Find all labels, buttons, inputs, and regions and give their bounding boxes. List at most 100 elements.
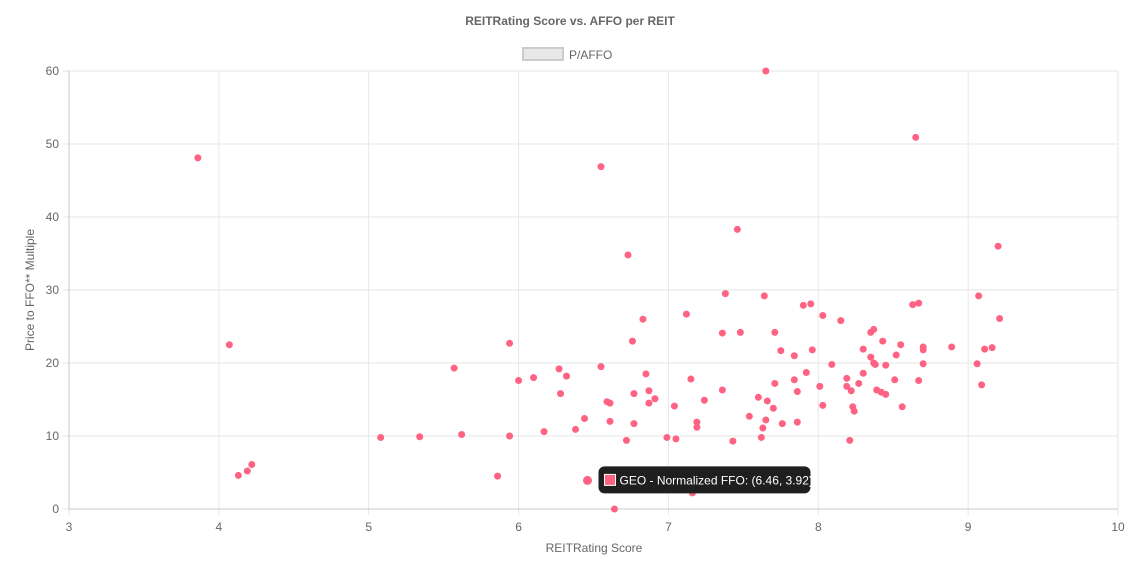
- data-point[interactable]: [530, 374, 538, 382]
- data-point[interactable]: [700, 396, 708, 404]
- data-point[interactable]: [882, 361, 890, 369]
- data-point[interactable]: [234, 471, 242, 479]
- data-point[interactable]: [670, 402, 678, 410]
- data-point[interactable]: [760, 292, 768, 300]
- data-point[interactable]: [843, 374, 851, 382]
- data-point[interactable]: [879, 337, 887, 345]
- data-point[interactable]: [898, 403, 906, 411]
- data-point[interactable]: [882, 390, 890, 398]
- hovered-data-point[interactable]: [583, 475, 593, 485]
- data-point[interactable]: [981, 345, 989, 353]
- data-point[interactable]: [645, 387, 653, 395]
- legend[interactable]: P/AFFO: [522, 47, 612, 62]
- data-point[interactable]: [778, 420, 786, 428]
- data-point[interactable]: [759, 424, 767, 432]
- data-point[interactable]: [978, 381, 986, 389]
- data-point[interactable]: [248, 460, 256, 468]
- data-point[interactable]: [563, 372, 571, 380]
- data-point[interactable]: [828, 360, 836, 368]
- data-point[interactable]: [777, 347, 785, 355]
- data-point[interactable]: [628, 337, 636, 345]
- data-point[interactable]: [763, 397, 771, 405]
- data-point[interactable]: [642, 370, 650, 378]
- data-point[interactable]: [194, 154, 202, 162]
- data-point[interactable]: [859, 369, 867, 377]
- data-point[interactable]: [790, 376, 798, 384]
- data-point[interactable]: [540, 428, 548, 436]
- data-point[interactable]: [597, 363, 605, 371]
- data-point[interactable]: [718, 329, 726, 337]
- data-point[interactable]: [802, 368, 810, 376]
- data-point[interactable]: [850, 407, 858, 415]
- data-point[interactable]: [555, 365, 563, 373]
- data-point[interactable]: [816, 382, 824, 390]
- data-point[interactable]: [630, 420, 638, 428]
- data-point[interactable]: [793, 418, 801, 426]
- data-point[interactable]: [975, 292, 983, 300]
- data-point[interactable]: [897, 341, 905, 349]
- data-point[interactable]: [557, 390, 565, 398]
- data-point[interactable]: [762, 416, 770, 424]
- data-point[interactable]: [624, 251, 632, 259]
- data-point[interactable]: [994, 242, 1002, 250]
- data-point[interactable]: [988, 344, 996, 352]
- data-point[interactable]: [718, 386, 726, 394]
- data-point[interactable]: [915, 377, 923, 385]
- data-point[interactable]: [819, 401, 827, 409]
- data-point[interactable]: [807, 300, 815, 308]
- data-point[interactable]: [871, 360, 879, 368]
- data-point[interactable]: [948, 343, 956, 351]
- data-point[interactable]: [721, 290, 729, 298]
- data-point[interactable]: [912, 133, 920, 141]
- data-point[interactable]: [687, 375, 695, 383]
- data-point[interactable]: [846, 436, 854, 444]
- data-point[interactable]: [663, 433, 671, 441]
- data-point[interactable]: [581, 414, 589, 422]
- data-point[interactable]: [769, 404, 777, 412]
- data-point[interactable]: [973, 360, 981, 368]
- data-point[interactable]: [630, 390, 638, 398]
- data-point[interactable]: [793, 387, 801, 395]
- data-point[interactable]: [225, 341, 233, 349]
- data-point[interactable]: [808, 346, 816, 354]
- data-point[interactable]: [682, 310, 690, 318]
- data-point[interactable]: [870, 325, 878, 333]
- data-point[interactable]: [610, 505, 618, 513]
- data-point[interactable]: [494, 472, 502, 480]
- data-point[interactable]: [606, 417, 614, 425]
- data-point[interactable]: [506, 432, 514, 440]
- data-point[interactable]: [771, 379, 779, 387]
- data-point[interactable]: [622, 436, 630, 444]
- data-point[interactable]: [458, 431, 466, 439]
- data-point[interactable]: [847, 387, 855, 395]
- legend-swatch[interactable]: [522, 47, 564, 61]
- data-point[interactable]: [515, 377, 523, 385]
- data-points[interactable]: [194, 67, 1004, 513]
- data-point[interactable]: [762, 67, 770, 75]
- data-point[interactable]: [729, 437, 737, 445]
- data-point[interactable]: [819, 312, 827, 320]
- data-point[interactable]: [572, 425, 580, 433]
- data-point[interactable]: [736, 328, 744, 336]
- data-point[interactable]: [757, 433, 765, 441]
- data-point[interactable]: [837, 317, 845, 325]
- data-point[interactable]: [859, 345, 867, 353]
- data-point[interactable]: [919, 346, 927, 354]
- data-point[interactable]: [377, 433, 385, 441]
- data-point[interactable]: [867, 353, 875, 361]
- data-point[interactable]: [855, 379, 863, 387]
- legend-label[interactable]: P/AFFO: [569, 48, 612, 62]
- data-point[interactable]: [790, 352, 798, 360]
- data-point[interactable]: [745, 412, 753, 420]
- data-point[interactable]: [651, 395, 659, 403]
- data-point[interactable]: [606, 399, 614, 407]
- data-point[interactable]: [771, 328, 779, 336]
- data-point[interactable]: [597, 163, 605, 171]
- data-point[interactable]: [645, 399, 653, 407]
- data-point[interactable]: [996, 314, 1004, 322]
- data-point[interactable]: [915, 299, 923, 307]
- data-point[interactable]: [450, 364, 458, 372]
- data-point[interactable]: [639, 315, 647, 323]
- data-point[interactable]: [243, 467, 251, 475]
- data-point[interactable]: [506, 339, 514, 347]
